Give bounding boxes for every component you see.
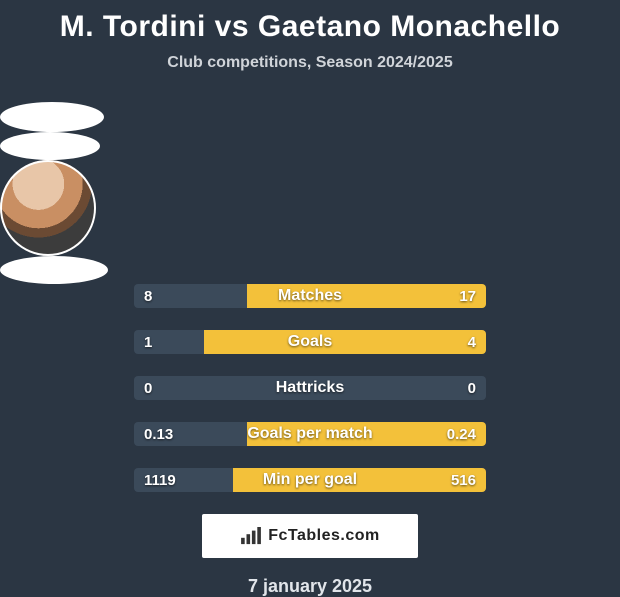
stat-bar-right xyxy=(247,284,486,308)
stat-bar xyxy=(134,284,486,308)
player-left-name-plate xyxy=(0,102,104,132)
stat-bar-left xyxy=(134,284,247,308)
stat-bar-left xyxy=(134,422,247,446)
page-title: M. Tordini vs Gaetano Monachello xyxy=(0,0,620,44)
stat-bar-left xyxy=(134,376,486,400)
subtitle: Club competitions, Season 2024/2025 xyxy=(0,54,620,72)
stat-bar xyxy=(134,422,486,446)
stat-row: Matches817 xyxy=(134,284,486,308)
player-right-name-plate xyxy=(0,256,108,284)
fctables-badge: FcTables.com xyxy=(202,514,418,558)
player-left-avatar-placeholder xyxy=(0,132,100,160)
stat-bar-right xyxy=(247,422,486,446)
comparison-stage: Matches817 Goals14 Hattricks00 Goals per ma… xyxy=(0,102,620,597)
stat-bar-right xyxy=(233,468,486,492)
stat-bar-left xyxy=(134,330,204,354)
stat-bar-left xyxy=(134,468,233,492)
stat-row: Hattricks00 xyxy=(134,376,486,400)
stat-row: Min per goal1119516 xyxy=(134,468,486,492)
player-right-avatar xyxy=(0,160,96,256)
bar-chart-icon xyxy=(240,527,262,545)
stat-bar-right xyxy=(204,330,486,354)
stat-bar xyxy=(134,376,486,400)
stat-bar xyxy=(134,330,486,354)
comparison-bars: Matches817 Goals14 Hattricks00 Goals per ma… xyxy=(134,284,486,492)
stat-bar xyxy=(134,468,486,492)
stat-row: Goals14 xyxy=(134,330,486,354)
badge-text: FcTables.com xyxy=(268,527,380,545)
stat-row: Goals per match0.130.24 xyxy=(134,422,486,446)
date-line: 7 january 2025 xyxy=(0,576,620,597)
